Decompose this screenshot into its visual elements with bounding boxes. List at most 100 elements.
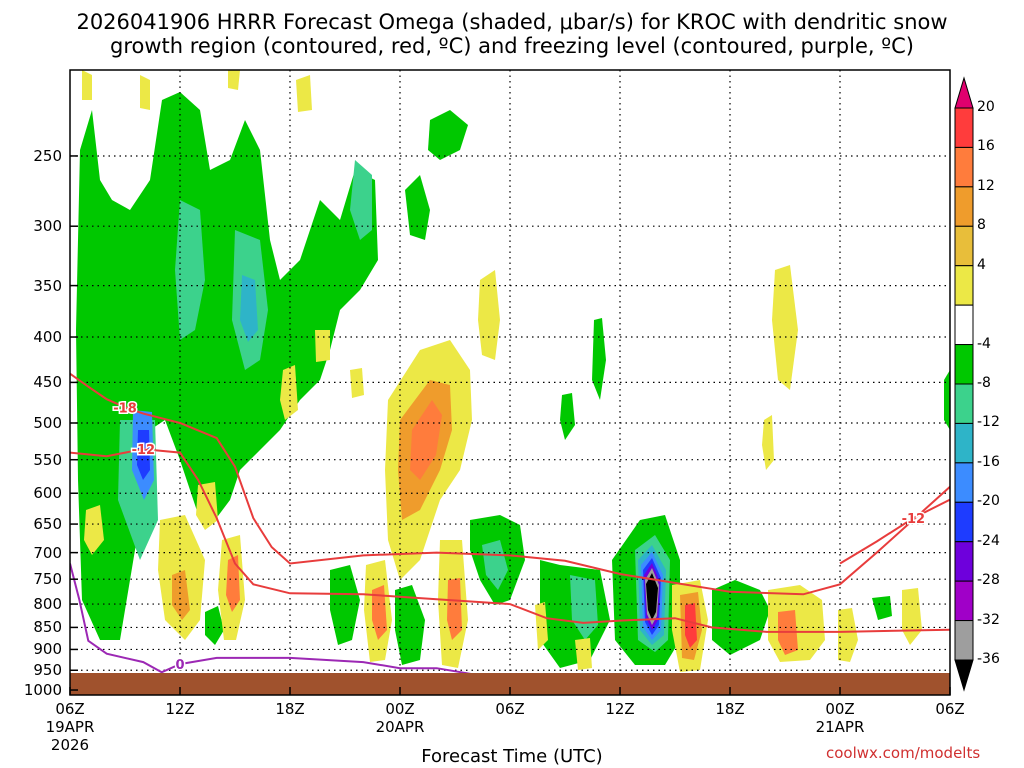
omega-region [405,175,430,240]
omega-region [137,430,150,480]
colorbar-label: -8 [977,375,991,391]
x-tick-label: 00Z [825,700,855,718]
omega-region [280,365,298,420]
colorbar-swatch [954,265,974,306]
colorbar-swatch [954,146,974,188]
y-tick-label: 700 [33,543,62,562]
colorbar-arrow-top [954,76,974,109]
colorbar-label: -12 [977,414,1000,431]
y-tick-label: 600 [33,484,62,503]
x-tick-label: 18Z [715,700,745,718]
y-tick-label: 350 [33,276,62,295]
temperature-contours: -18 -12 -12 0 [70,372,950,677]
omega-region [447,578,462,640]
colorbar-swatch [954,383,974,424]
contour-label: -18 [113,401,137,416]
colorbar-label: -36 [977,651,1000,667]
omega-region [428,110,468,160]
x-tick-date: 19APR [45,718,95,736]
omega-region [712,580,770,655]
colorbar-swatch [954,501,974,543]
x-tick-label: 06Z [55,700,85,718]
omega-region [240,275,258,342]
omega-region [350,160,372,240]
y-tick-label: 800 [33,595,62,614]
x-tick-label: 12Z [605,700,635,718]
chart-title-line2: growth region (contoured, red, ºC) and f… [110,34,914,58]
colorbar-label: 12 [977,177,995,194]
colorbar-swatch [954,620,974,661]
y-tick-label: 300 [33,217,62,236]
omega-region [646,573,658,620]
y-tick-label: 650 [33,515,62,534]
omega-region [76,92,378,640]
contour-label: -12 [902,512,926,527]
y-tick-label: 400 [33,328,62,347]
x-tick-label: 12Z [165,700,195,718]
colorbar-label: -4 [977,335,991,352]
y-tick-label: 950 [33,661,62,680]
colorbar-label: 8 [977,217,986,234]
credit-link[interactable]: coolwx.com/modelts [826,744,981,762]
colorbar-swatch [954,107,974,148]
omega-shading [76,70,950,672]
grid-lines [70,70,950,691]
y-tick-label: 1000 [23,681,62,700]
y-tick-label: 250 [33,146,62,165]
colorbar-swatch [954,422,974,464]
x-tick-label: 06Z [495,700,525,718]
colorbar-label: -20 [977,493,1000,510]
omega-region [372,585,387,640]
colorbar-swatch [954,541,974,582]
colorbar-label: -16 [977,453,1000,470]
contour-label: 0 [175,658,184,673]
omega-region [395,585,425,665]
omega-region [140,75,150,110]
x-tick-label: 06Z [935,700,965,718]
colorbar-label: 4 [977,256,986,273]
omega-region [228,70,240,90]
colorbar-label: 20 [977,99,995,115]
contour-label: -12 [132,443,156,458]
x-tick-label: 18Z [275,700,305,718]
x-tick-date: 21APR [815,718,865,736]
contour-freezing-level [70,563,483,677]
omega-region [315,330,330,362]
omega-region [82,70,92,100]
chart-title-line1: 2026041906 HRRR Forecast Omega (shaded, … [76,10,948,34]
colorbar-swatch [954,344,974,385]
omega-region [205,606,224,645]
omega-region [872,596,892,620]
y-tick-label: 450 [33,373,62,392]
omega-region [570,575,598,640]
omega-region [772,265,798,390]
omega-region [226,555,240,612]
y-tick-label: 750 [33,570,62,589]
colorbar-label: -32 [977,611,1000,628]
y-tick-label: 550 [33,450,62,469]
omega-region [685,603,697,648]
omega-region [560,393,575,440]
colorbar-arrow-bottom [954,659,974,692]
axis-ticks [69,155,951,695]
colorbar-swatch [954,225,974,267]
omega-region [575,638,592,670]
omega-region [172,570,190,620]
omega-region [944,370,950,430]
omega-region [762,415,774,470]
y-tick-label: 850 [33,618,62,637]
y-tick-label: 900 [33,640,62,659]
omega-region [330,565,360,645]
colorbar-swatch [954,462,974,503]
x-tick-date: 20APR [375,718,425,736]
colorbar-label: -28 [977,572,1000,589]
omega-region [410,400,442,480]
colorbar-label: -24 [977,532,1000,549]
omega-region [175,200,205,340]
colorbar-swatch [954,304,974,346]
colorbar [954,76,974,692]
omega-region [196,482,218,530]
omega-region [838,608,858,662]
contour-dgz-lower [70,448,950,633]
